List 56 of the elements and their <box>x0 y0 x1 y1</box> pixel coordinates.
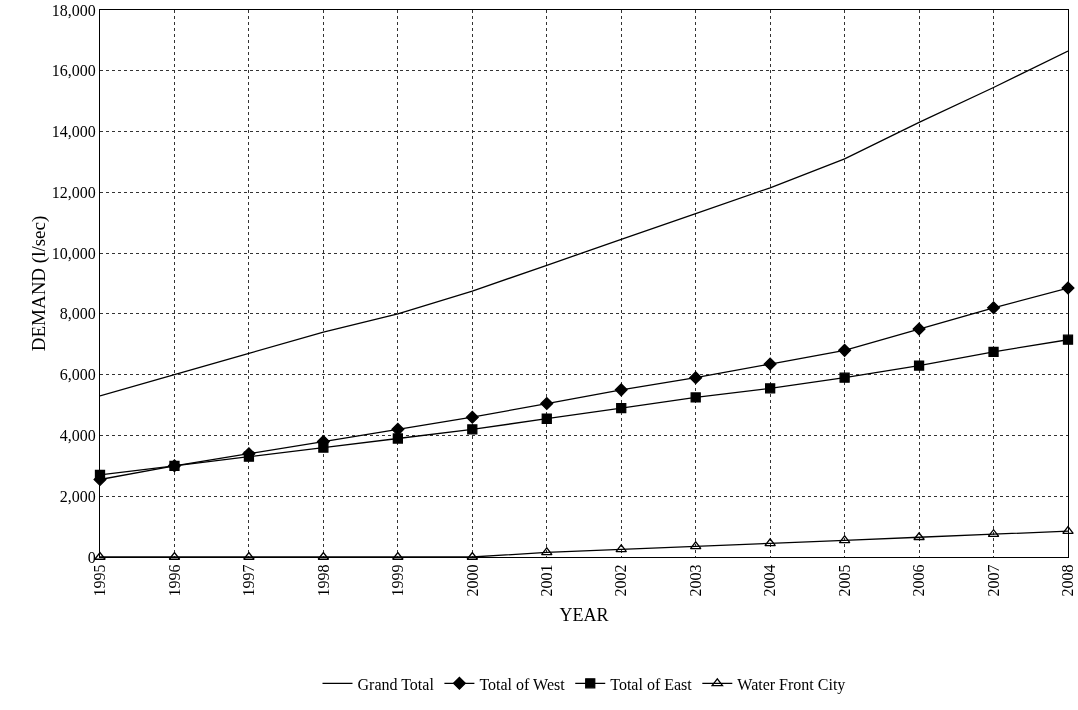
point <box>690 392 701 403</box>
x-tick-label: 1997 <box>240 564 258 597</box>
y-axis-title: DEMAND (l/sec) <box>27 215 50 352</box>
point <box>318 442 329 453</box>
point <box>913 360 925 371</box>
point <box>765 383 776 394</box>
x-tick-label: 2007 <box>984 564 1002 597</box>
legend-label: Grand Total <box>357 675 435 693</box>
y-tick-label: 14,000 <box>51 123 96 141</box>
y-tick-label: 18,000 <box>51 1 96 19</box>
point <box>912 322 926 336</box>
y-tick-label: 0 <box>87 548 96 566</box>
y-tick-label: 12,000 <box>51 183 96 201</box>
x-tick-label: 1998 <box>314 564 332 597</box>
point <box>913 532 925 541</box>
x-tick-label: 2002 <box>612 564 630 597</box>
y-tick-label: 10,000 <box>51 244 96 262</box>
x-tick-label: 2003 <box>686 564 704 597</box>
y-tick-label: 4,000 <box>59 427 96 445</box>
x-tick-label: 2001 <box>537 564 555 597</box>
point <box>689 371 703 385</box>
point <box>839 372 850 383</box>
x-tick-label: 2005 <box>835 564 853 597</box>
x-tick-label: 1999 <box>389 564 407 597</box>
point <box>616 402 627 414</box>
x-axis-title: YEAR <box>559 605 609 625</box>
point <box>1062 526 1074 535</box>
x-tick-label: 1996 <box>165 564 183 597</box>
x-tick-label: 1995 <box>91 564 109 597</box>
point <box>764 538 776 547</box>
point <box>541 413 552 424</box>
x-tick-label: 2008 <box>1059 564 1077 597</box>
point <box>243 451 255 462</box>
point <box>391 422 405 436</box>
point <box>392 433 403 444</box>
x-tick-label: 2000 <box>463 564 481 597</box>
point <box>392 551 404 560</box>
legend-label: Total of East <box>610 675 693 693</box>
y-tick-label: 2,000 <box>59 487 96 505</box>
point <box>94 551 106 560</box>
point <box>467 424 478 435</box>
point <box>540 397 554 411</box>
y-tick-label: 6,000 <box>59 366 96 384</box>
point <box>614 383 628 397</box>
x-tick-label: 2004 <box>761 564 779 597</box>
y-tick-label: 16,000 <box>51 62 96 80</box>
point <box>987 301 1001 315</box>
point <box>465 410 479 424</box>
legend-label: Water Front City <box>737 675 846 694</box>
point <box>838 343 852 357</box>
point <box>243 551 255 560</box>
legend-label: Total of West <box>479 675 566 693</box>
point <box>763 357 777 371</box>
x-tick-label: 2006 <box>910 564 928 597</box>
y-tick-label: 8,000 <box>59 305 96 323</box>
point <box>988 346 999 358</box>
